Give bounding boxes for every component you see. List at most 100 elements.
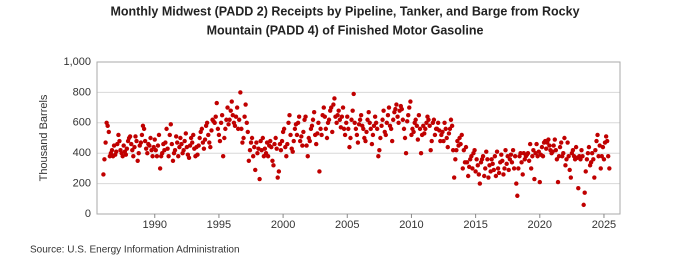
- data-point: [117, 138, 122, 144]
- data-point: [163, 140, 168, 145]
- data-point: [380, 117, 385, 122]
- data-point: [592, 175, 597, 180]
- data-point: [157, 166, 163, 171]
- data-point: [463, 144, 469, 150]
- data-point: [273, 135, 278, 141]
- data-point: [562, 135, 567, 141]
- data-point: [183, 131, 189, 136]
- data-point: [426, 117, 431, 122]
- data-point: [598, 166, 603, 171]
- data-point: [232, 123, 238, 129]
- data-point: [116, 132, 121, 138]
- data-point: [369, 141, 375, 147]
- data-point: [580, 154, 585, 159]
- data-point: [417, 126, 423, 132]
- data-point: [399, 106, 405, 112]
- data-point: [510, 147, 516, 153]
- data-point: [247, 147, 253, 153]
- data-point: [182, 138, 187, 144]
- data-point: [227, 117, 232, 122]
- data-point: [345, 114, 350, 119]
- y-axis-label: Thousand Barrels: [38, 94, 50, 181]
- data-point: [199, 126, 205, 132]
- data-point: [361, 126, 366, 132]
- data-point: [422, 131, 427, 136]
- data-point: [135, 158, 140, 163]
- data-point: [585, 151, 591, 156]
- data-point: [407, 105, 412, 110]
- data-point: [222, 135, 227, 141]
- data-point: [309, 123, 315, 129]
- data-point: [500, 158, 505, 163]
- x-tick-label: 2015: [463, 219, 487, 231]
- data-point: [447, 126, 453, 132]
- data-point: [145, 151, 150, 156]
- data-point: [248, 140, 254, 145]
- data-point: [178, 135, 183, 141]
- data-point: [372, 114, 378, 119]
- data-point: [159, 151, 165, 156]
- data-point: [355, 140, 361, 145]
- data-point: [432, 132, 438, 138]
- data-point: [589, 151, 595, 156]
- data-point: [255, 151, 260, 156]
- data-point: [599, 154, 604, 159]
- data-point: [409, 132, 414, 138]
- data-point: [441, 138, 446, 144]
- data-point: [127, 134, 133, 139]
- data-point: [196, 143, 201, 148]
- data-point: [544, 146, 549, 151]
- data-point: [547, 143, 552, 148]
- x-tick-label: 2005: [335, 219, 359, 231]
- data-point: [130, 147, 135, 153]
- data-point: [341, 126, 347, 132]
- x-tick-label: 2020: [528, 219, 552, 231]
- data-point: [142, 138, 148, 144]
- data-point: [474, 157, 479, 162]
- data-point: [501, 172, 506, 177]
- data-point: [202, 137, 208, 142]
- data-point: [591, 157, 596, 162]
- data-point: [121, 143, 126, 148]
- data-point: [240, 140, 245, 145]
- data-point: [115, 141, 120, 147]
- data-point: [170, 158, 176, 163]
- data-point: [323, 126, 329, 132]
- data-point: [322, 114, 328, 119]
- data-point: [461, 147, 467, 153]
- data-point: [581, 202, 586, 208]
- data-point: [304, 143, 309, 148]
- data-point: [268, 138, 273, 144]
- data-point: [358, 113, 364, 118]
- data-point: [229, 99, 234, 104]
- data-point: [509, 160, 515, 165]
- data-point: [455, 138, 460, 144]
- data-point: [149, 147, 154, 153]
- data-point: [534, 141, 539, 147]
- data-point: [242, 114, 247, 119]
- data-point: [396, 120, 401, 126]
- data-point: [218, 120, 224, 126]
- data-point: [519, 160, 524, 165]
- data-point: [414, 123, 420, 129]
- data-point: [311, 109, 317, 115]
- data-point: [299, 134, 304, 139]
- data-point: [123, 152, 129, 157]
- data-point: [539, 144, 545, 150]
- data-point: [555, 179, 561, 185]
- data-point: [531, 147, 536, 153]
- data-point: [482, 173, 487, 179]
- data-point: [567, 167, 572, 173]
- data-point: [400, 117, 406, 122]
- data-point: [365, 117, 370, 122]
- data-point: [364, 129, 369, 135]
- data-point: [570, 147, 576, 153]
- data-point: [238, 90, 243, 95]
- data-point: [228, 108, 233, 113]
- data-point: [286, 120, 291, 126]
- data-point: [464, 160, 470, 165]
- data-point: [405, 119, 410, 124]
- data-point: [594, 138, 599, 144]
- data-point: [275, 175, 280, 180]
- data-point: [476, 172, 482, 177]
